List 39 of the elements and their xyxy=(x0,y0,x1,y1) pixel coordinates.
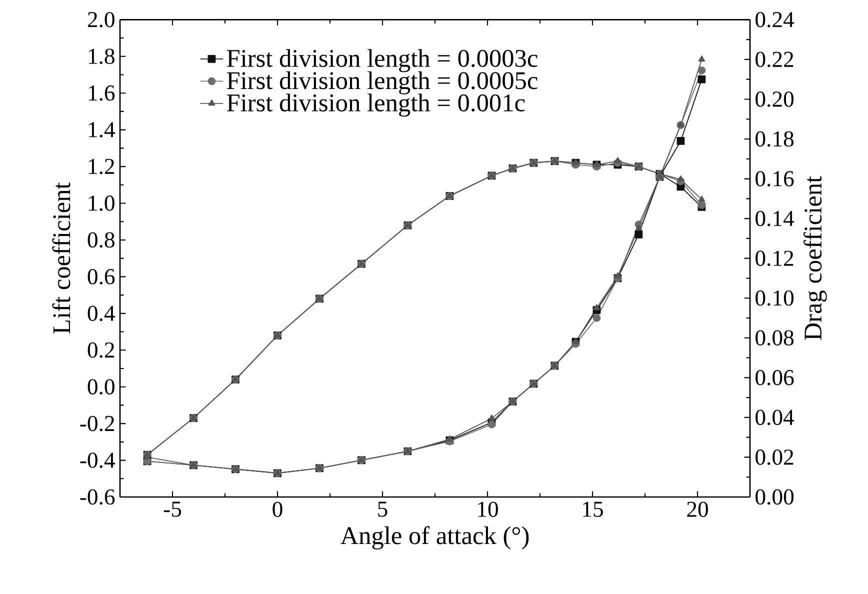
y2-tick-label: 0.12 xyxy=(756,250,794,266)
y-tick-label: 0.0 xyxy=(88,379,114,395)
y2-tick-label: 0.00 xyxy=(756,489,794,505)
y2-tick-label: 0.24 xyxy=(756,12,794,28)
y-tick-label: 1.2 xyxy=(88,158,114,174)
y-tick-label: 0.2 xyxy=(88,342,114,358)
y2-tick-label: 0.10 xyxy=(756,290,794,306)
y-tick-label: 1.6 xyxy=(88,85,115,101)
y-tick-label: -0.6 xyxy=(80,489,115,505)
legend-label: First division length = 0.0005c xyxy=(226,71,538,94)
y2-tick-label: 0.02 xyxy=(756,450,794,465)
y2-tick-label: 0.18 xyxy=(756,131,794,147)
y-tick-label: 1.0 xyxy=(88,196,114,211)
y2-tick-label: 0.22 xyxy=(756,52,794,68)
y2-tick-label: 0.20 xyxy=(756,92,794,107)
y-tick-label: -0.4 xyxy=(80,452,115,468)
y2-tick-label: 0.04 xyxy=(756,410,794,426)
x-tick-label: 0 xyxy=(272,502,282,518)
y2-tick-label: 0.14 xyxy=(756,210,794,226)
legend-label: First division length = 0.0003c xyxy=(226,49,538,72)
y-tick-label: -0.2 xyxy=(80,416,114,432)
legend-label: First division length = 0.001c xyxy=(226,94,525,117)
y-tick-label: 0.6 xyxy=(88,268,115,284)
x-tick-label: 20 xyxy=(687,502,708,518)
x-tick-label: 10 xyxy=(478,502,498,518)
y-tick-label: 1.4 xyxy=(88,122,115,138)
x-tick-label: 15 xyxy=(583,502,603,517)
y-tick-label: 0.8 xyxy=(88,232,114,248)
y2-tick-label: 0.06 xyxy=(756,370,794,386)
y2-tick-label: 0.16 xyxy=(756,171,794,186)
y-tick-label: 0.4 xyxy=(88,306,115,322)
x-tick-label: 5 xyxy=(378,502,388,517)
y-axis-title: Lift coefficient xyxy=(52,182,70,334)
y2-axis-title: Drag coefficient xyxy=(804,176,827,340)
y-tick-label: 2.0 xyxy=(88,12,114,28)
x-tick-label: -5 xyxy=(164,502,182,517)
y2-tick-label: 0.08 xyxy=(756,330,794,346)
y-tick-label: 1.8 xyxy=(88,48,114,64)
x-axis-title: Angle of attack (°) xyxy=(340,526,529,550)
